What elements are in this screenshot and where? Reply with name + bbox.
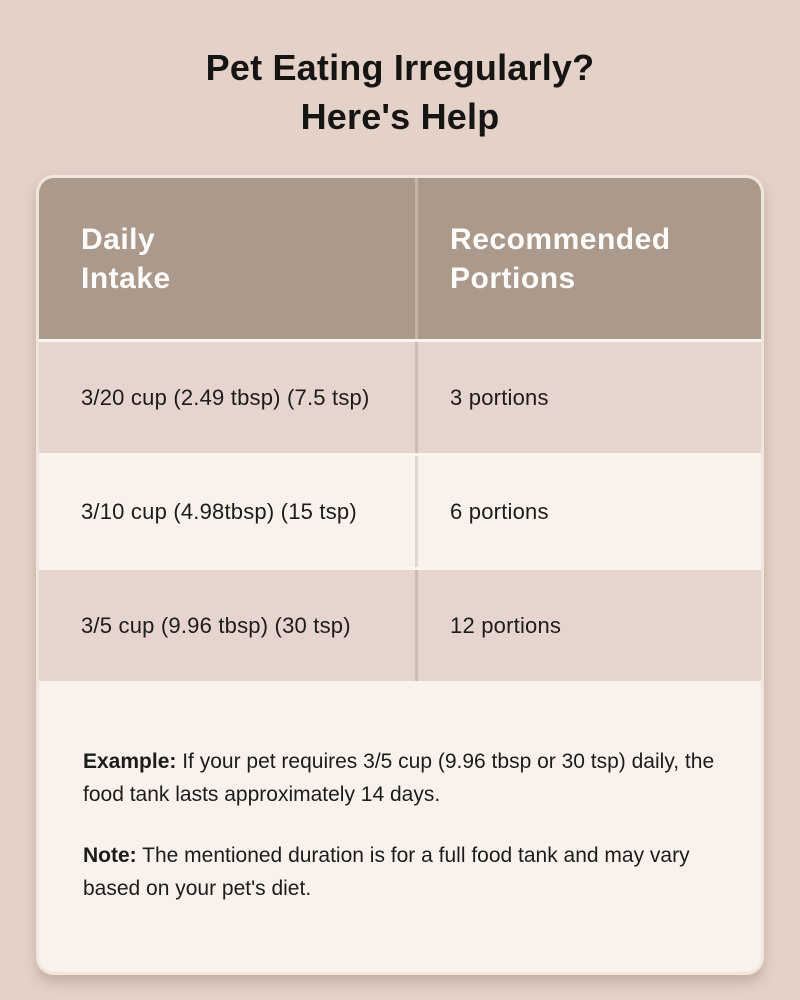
note-paragraph: Note: The mentioned duration is for a fu… [83,839,717,905]
note-label: Note: [83,843,137,867]
intake-value: 3/5 cup (9.96 tbsp) (30 tsp) [81,612,351,638]
table-row: 3/20 cup (2.49 tbsp) (7.5 tsp) 3 portion… [39,339,761,454]
intake-cell: 3/10 cup (4.98tbsp) (15 tsp) [39,456,419,568]
intake-value: 3/20 cup (2.49 tbsp) (7.5 tsp) [81,384,370,410]
table-row: 3/5 cup (9.96 tbsp) (30 tsp) 12 portions [39,567,761,682]
example-text: If your pet requires 3/5 cup (9.96 tbsp … [83,750,715,807]
example-paragraph: Example: If your pet requires 3/5 cup (9… [83,745,717,811]
table-header-row: Daily Intake Recommended Portions [39,178,761,340]
intake-cell: 3/5 cup (9.96 tbsp) (30 tsp) [39,570,419,682]
page-title-line1: Pet Eating Irregularly? [205,47,595,88]
example-label: Example: [83,750,177,774]
portions-cell: 12 portions [418,570,761,681]
portions-cell: 6 portions [418,456,761,567]
portions-value: 6 portions [450,498,549,524]
page-title-line2: Here's Help [300,95,500,137]
portions-value: 3 portions [450,384,549,410]
feeding-portions-card: Daily Intake Recommended Portions 3/20 c… [36,175,764,975]
intake-cell: 3/20 cup (2.49 tbsp) (7.5 tsp) [39,342,419,454]
note-text: The mentioned duration is for a full foo… [83,843,690,900]
portions-cell: 3 portions [418,342,761,453]
table-row: 3/10 cup (4.98tbsp) (15 tsp) 6 portions [39,453,761,568]
page-title: Pet Eating Irregularly? Here's Help [0,44,800,141]
notes-section: Example: If your pet requires 3/5 cup (9… [39,681,761,972]
header-cell-daily-intake: Daily Intake [39,178,419,340]
header-label-recommended-portions: Recommended Portions [450,222,671,295]
intake-value: 3/10 cup (4.98tbsp) (15 tsp) [81,498,357,524]
header-label-daily-intake: Daily Intake [81,222,171,295]
portions-value: 12 portions [450,612,562,638]
header-cell-recommended-portions: Recommended Portions [418,178,761,339]
